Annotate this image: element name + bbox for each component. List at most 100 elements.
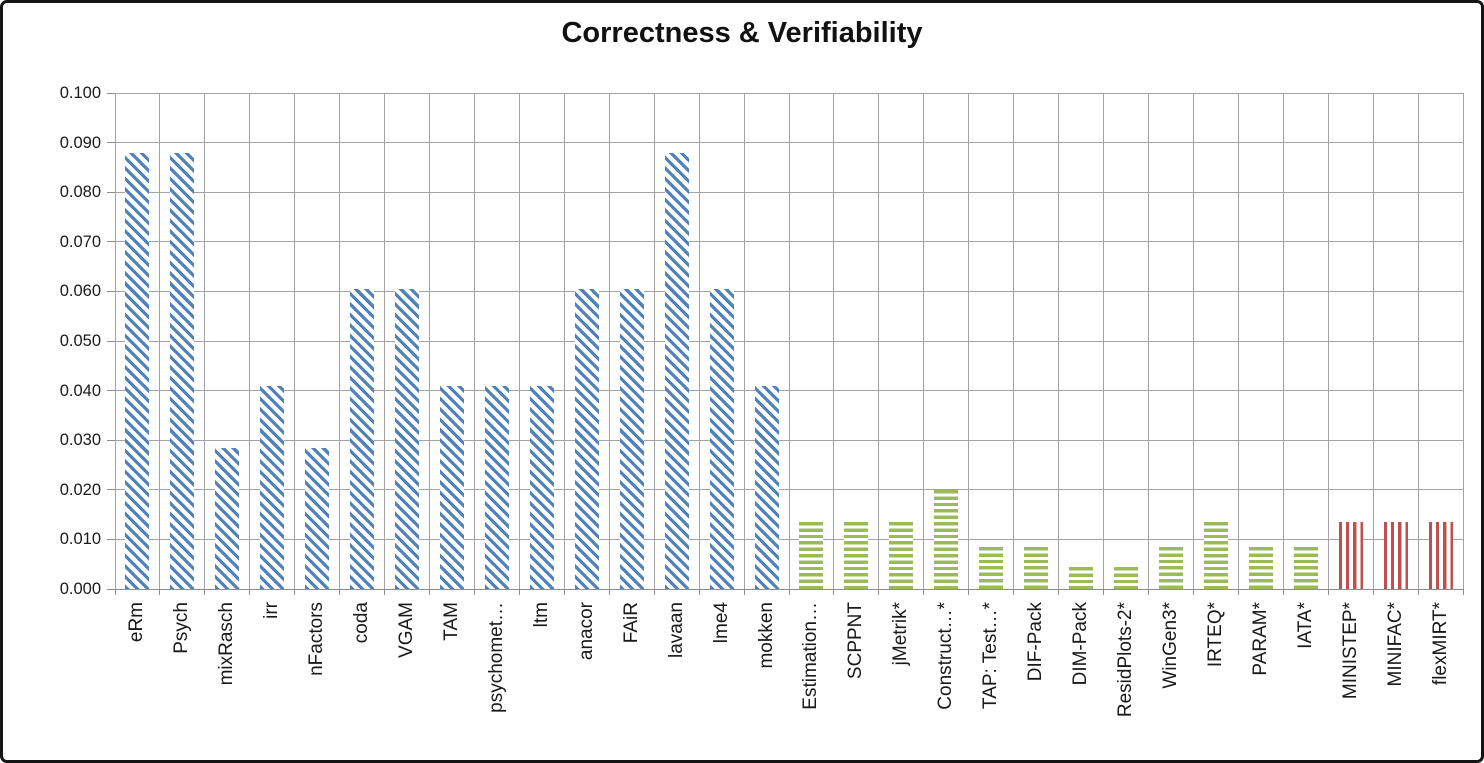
x-label-nfactors: nFactors xyxy=(306,602,328,676)
y-axis-label: 0.020 xyxy=(59,480,101,499)
gridline-vertical xyxy=(249,93,251,589)
y-axis-label: 0.090 xyxy=(59,133,101,152)
bar-scppnt xyxy=(844,522,869,589)
x-label-flexmirt: flexMIRT* xyxy=(1429,602,1451,686)
gridline-vertical xyxy=(339,93,341,589)
bar-mixrasch xyxy=(215,447,240,589)
x-axis-tick xyxy=(1327,589,1329,595)
bar-irteq xyxy=(1203,522,1228,589)
gridline-vertical xyxy=(1192,93,1194,589)
gridline-vertical xyxy=(1327,93,1329,589)
bar-nfactors xyxy=(305,447,330,589)
x-axis-tick xyxy=(878,589,880,595)
x-axis-tick xyxy=(1058,589,1060,595)
x-axis-tick xyxy=(294,589,296,595)
x-axis-tick xyxy=(1013,589,1015,595)
bar-ltm xyxy=(529,385,554,589)
x-axis-tick xyxy=(1417,589,1419,595)
gridline-vertical xyxy=(294,93,296,589)
bar-residplots-2 xyxy=(1114,566,1138,589)
x-label-ministep: MINISTEP* xyxy=(1339,602,1361,700)
x-label-fair: FAiR xyxy=(620,602,642,644)
x-label-tam: TAM xyxy=(441,602,462,641)
bar-dim-pack xyxy=(1069,566,1094,589)
x-axis-tick xyxy=(1282,589,1284,595)
gridline-vertical xyxy=(1417,93,1419,589)
y-axis-tick xyxy=(107,340,115,342)
gridline-vertical xyxy=(1103,93,1105,589)
x-label-jmetrik: jMetrik* xyxy=(890,602,912,666)
bar-erm xyxy=(125,152,150,589)
bar-minifac xyxy=(1383,522,1408,589)
gridline-vertical xyxy=(518,93,520,589)
x-label-psychomet: psychomet… xyxy=(485,602,507,713)
gridline-vertical xyxy=(563,93,565,589)
bar-psychomet xyxy=(484,385,509,589)
y-axis-label: 0.010 xyxy=(59,530,101,549)
x-axis-tick xyxy=(1147,589,1149,595)
x-axis-tick xyxy=(1372,589,1374,595)
x-label-ltm: ltm xyxy=(530,602,552,628)
x-axis-tick xyxy=(743,589,745,595)
bar-iata xyxy=(1293,546,1318,589)
y-axis-label: 0.080 xyxy=(59,183,101,202)
gridline-vertical xyxy=(429,93,431,589)
y-axis-tick xyxy=(107,439,115,441)
gridline-vertical xyxy=(743,93,745,589)
x-axis-tick xyxy=(653,589,655,595)
x-axis-tick xyxy=(384,589,386,595)
y-axis-label: 0.040 xyxy=(59,381,101,400)
x-label-anacor: anacor xyxy=(575,602,597,661)
y-axis-tick xyxy=(107,588,115,590)
gridline-vertical xyxy=(833,93,835,589)
bar-tap-test xyxy=(979,546,1004,589)
y-axis-label: 0.060 xyxy=(59,282,101,301)
bar-construct xyxy=(934,489,959,589)
bar-wingen3 xyxy=(1158,546,1183,589)
bar-estimation xyxy=(799,522,824,589)
y-axis-tick xyxy=(107,538,115,540)
x-label-iata: IATA* xyxy=(1294,602,1316,649)
x-label-lavaan: lavaan xyxy=(665,602,687,658)
x-label-psych: Psych xyxy=(171,602,193,654)
x-axis-tick xyxy=(518,589,520,595)
y-axis-label: 0.100 xyxy=(59,84,101,102)
gridline-vertical xyxy=(473,93,475,589)
gridline-vertical xyxy=(1013,93,1015,589)
x-axis-tick xyxy=(1103,589,1105,595)
x-axis-tick xyxy=(923,589,925,595)
bar-irr xyxy=(260,385,285,589)
x-label-erm: eRm xyxy=(126,602,148,643)
y-axis-tick xyxy=(107,191,115,193)
bar-anacor xyxy=(574,288,599,589)
y-axis-label: 0.000 xyxy=(59,580,101,598)
bar-flexmirt xyxy=(1428,522,1453,589)
y-axis-label: 0.050 xyxy=(59,332,101,350)
bar-mokken xyxy=(754,385,779,589)
x-label-lme4: lme4 xyxy=(710,602,732,644)
x-axis-tick xyxy=(159,589,161,595)
bar-tam xyxy=(440,385,464,589)
x-label-irteq: IRTEQ* xyxy=(1204,602,1226,668)
gridline-vertical xyxy=(653,93,655,589)
gridline-vertical xyxy=(698,93,700,589)
y-axis-tick xyxy=(107,390,115,392)
x-label-coda: coda xyxy=(351,602,373,644)
y-axis-tick xyxy=(107,241,115,243)
x-axis-tick xyxy=(473,589,475,595)
x-label-dim-pack: DIM-Pack xyxy=(1070,602,1092,686)
x-axis-tick xyxy=(698,589,700,595)
x-axis-tick xyxy=(1462,589,1464,595)
x-axis-tick xyxy=(429,589,431,595)
x-label-tap-test: TAP: Test…* xyxy=(980,602,1002,709)
x-axis-tick xyxy=(339,589,341,595)
x-label-mokken: mokken xyxy=(755,602,777,669)
x-axis-tick xyxy=(1237,589,1239,595)
gridline-vertical xyxy=(1372,93,1374,589)
bar-dif-pack xyxy=(1024,546,1049,589)
x-label-residplots-2: ResidPlots-2* xyxy=(1115,602,1136,718)
bar-psych xyxy=(170,152,195,589)
x-label-mixrasch: mixRasch xyxy=(216,602,238,686)
x-label-vgam: VGAM xyxy=(396,602,418,658)
